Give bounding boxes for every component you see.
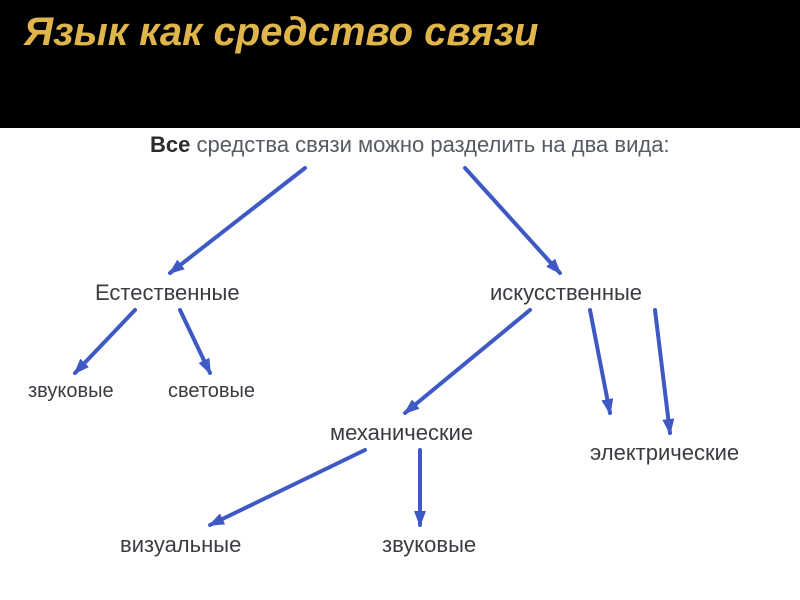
arrow	[405, 310, 530, 413]
slide-header: Язык как средство связи	[0, 0, 800, 128]
arrow	[590, 310, 610, 413]
node-visual: визуальные	[120, 532, 241, 558]
arrow	[75, 310, 135, 373]
node-light: световые	[168, 380, 255, 403]
arrow	[465, 168, 560, 273]
subtitle: Все средства связи можно разделить на дв…	[150, 132, 670, 158]
arrow	[180, 310, 210, 373]
slide-title: Язык как средство связи	[0, 0, 800, 56]
node-mechanical: механические	[330, 420, 473, 446]
node-artificial: искусственные	[490, 280, 642, 306]
node-electrical: электрические	[590, 440, 739, 466]
subtitle-bold: Все	[150, 132, 190, 157]
subtitle-rest: средства связи можно разделить на два ви…	[190, 132, 669, 157]
node-sound-1: звуковые	[28, 380, 114, 403]
arrow	[170, 168, 305, 273]
arrow	[655, 310, 670, 433]
node-sound-2: звуковые	[382, 532, 476, 558]
node-natural: Естественные	[95, 280, 240, 306]
arrow	[210, 450, 365, 525]
slide: Язык как средство связи Все средства свя…	[0, 0, 800, 600]
